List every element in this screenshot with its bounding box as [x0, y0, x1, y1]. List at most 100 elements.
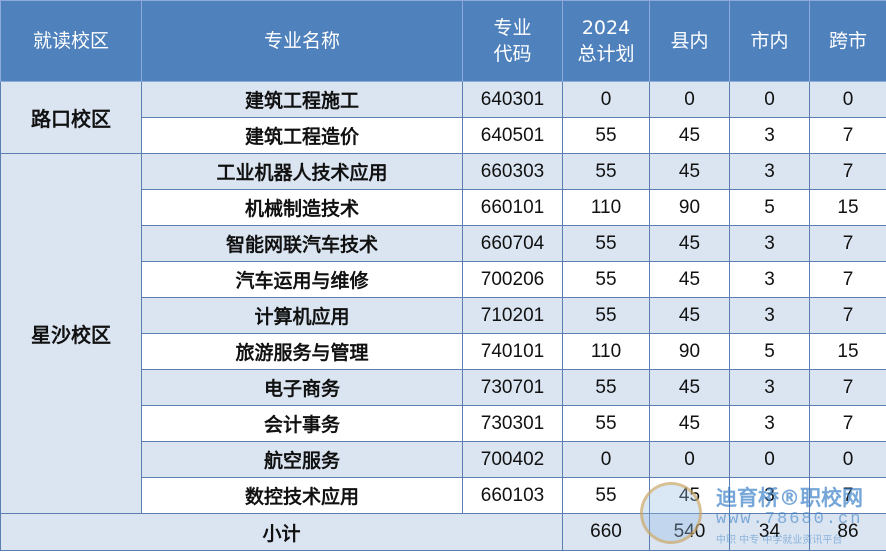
major-cell: 机械制造技术 — [141, 189, 463, 226]
code-cell: 660101 — [462, 189, 563, 226]
plan-cell: 55 — [562, 369, 650, 406]
city-cell: 0 — [729, 441, 810, 478]
plan-cell: 110 — [562, 189, 650, 226]
campus-xingsha: 星沙校区 — [0, 153, 142, 514]
header-code: 专业 代码 — [462, 0, 563, 82]
table-row: 星沙校区 工业机器人技术应用 660303 55 45 3 7 — [0, 153, 886, 514]
code-cell: 660704 — [462, 225, 563, 262]
total-label: 小计 — [0, 513, 563, 551]
table-row: 汽车运用与维修 700206 55 45 3 7 — [1, 261, 886, 298]
plan-cell: 55 — [562, 153, 650, 190]
county-cell: 45 — [649, 477, 730, 514]
cross-cell: 15 — [809, 189, 886, 226]
city-cell: 3 — [729, 477, 810, 514]
code-cell: 640501 — [462, 117, 563, 154]
county-cell: 45 — [649, 369, 730, 406]
code-cell: 640301 — [462, 81, 563, 118]
code-cell: 700206 — [462, 261, 563, 298]
plan-cell: 55 — [562, 405, 650, 442]
major-cell: 建筑工程造价 — [141, 117, 463, 154]
city-cell: 3 — [729, 369, 810, 406]
header-code-line1: 专业 — [493, 17, 532, 39]
table-row: 建筑工程造价 640501 55 45 3 7 — [1, 117, 886, 154]
plan-cell: 110 — [562, 333, 650, 370]
city-cell: 3 — [729, 297, 810, 334]
county-cell: 90 — [649, 189, 730, 226]
cross-cell: 7 — [809, 477, 886, 514]
city-cell: 3 — [729, 153, 810, 190]
county-cell: 0 — [649, 81, 730, 118]
code-cell: 660303 — [462, 153, 563, 190]
code-cell: 730301 — [462, 405, 563, 442]
table-row: 数控技术应用 660103 55 45 3 7 — [1, 477, 886, 514]
table-row: 计算机应用 710201 55 45 3 7 — [1, 297, 886, 334]
plan-cell: 55 — [562, 261, 650, 298]
campus-lukou: 路口校区 — [0, 81, 142, 154]
cross-cell: 7 — [809, 261, 886, 298]
header-code-line2: 代码 — [493, 43, 532, 65]
code-cell: 660103 — [462, 477, 563, 514]
cross-cell: 7 — [809, 225, 886, 262]
city-cell: 5 — [729, 333, 810, 370]
plan-cell: 55 — [562, 117, 650, 154]
county-cell: 90 — [649, 333, 730, 370]
total-row: 小计 660 540 34 86 — [0, 513, 886, 551]
header-county: 县内 — [649, 0, 730, 82]
city-cell: 3 — [729, 117, 810, 154]
city-cell: 5 — [729, 189, 810, 226]
major-cell: 航空服务 — [141, 441, 463, 478]
major-cell: 汽车运用与维修 — [141, 261, 463, 298]
county-cell: 45 — [649, 153, 730, 190]
plan-cell: 55 — [562, 225, 650, 262]
total-plan: 660 — [562, 513, 650, 551]
table-row: 电子商务 730701 55 45 3 7 — [1, 369, 886, 406]
cross-cell: 15 — [809, 333, 886, 370]
code-cell: 730701 — [462, 369, 563, 406]
city-cell: 3 — [729, 225, 810, 262]
major-cell: 建筑工程施工 — [141, 81, 463, 118]
code-cell: 710201 — [462, 297, 563, 334]
county-cell: 45 — [649, 225, 730, 262]
county-cell: 0 — [649, 441, 730, 478]
cross-cell: 0 — [809, 441, 886, 478]
table-row: 路口校区 建筑工程施工 640301 0 0 0 0 — [0, 81, 886, 154]
cross-cell: 0 — [809, 81, 886, 118]
major-cell: 旅游服务与管理 — [141, 333, 463, 370]
table-row: 会计事务 730301 55 45 3 7 — [1, 405, 886, 442]
header-row: 就读校区 专业名称 专业 代码 2024 总计划 县内 市内 跨市 — [0, 0, 886, 82]
total-county: 540 — [649, 513, 730, 551]
header-city: 市内 — [729, 0, 810, 82]
table-row: 机械制造技术 660101 110 90 5 15 — [1, 189, 886, 226]
header-plan-line2: 总计划 — [577, 43, 635, 65]
cross-cell: 7 — [809, 153, 886, 190]
cross-cell: 7 — [809, 369, 886, 406]
major-cell: 电子商务 — [141, 369, 463, 406]
plan-cell: 55 — [562, 477, 650, 514]
county-cell: 45 — [649, 261, 730, 298]
header-plan-line1: 2024 — [581, 17, 631, 39]
total-city: 34 — [729, 513, 810, 551]
cross-cell: 7 — [809, 297, 886, 334]
code-cell: 700402 — [462, 441, 563, 478]
plan-cell: 55 — [562, 297, 650, 334]
table-row: 航空服务 700402 0 0 0 0 — [1, 441, 886, 478]
county-cell: 45 — [649, 405, 730, 442]
major-cell: 计算机应用 — [141, 297, 463, 334]
county-cell: 45 — [649, 117, 730, 154]
major-cell: 会计事务 — [141, 405, 463, 442]
city-cell: 3 — [729, 261, 810, 298]
header-plan: 2024 总计划 — [562, 0, 650, 82]
cross-cell: 7 — [809, 405, 886, 442]
total-cross: 86 — [809, 513, 886, 551]
plan-cell: 0 — [562, 81, 650, 118]
code-cell: 740101 — [462, 333, 563, 370]
county-cell: 45 — [649, 297, 730, 334]
table-row: 智能网联汽车技术 660704 55 45 3 7 — [1, 225, 886, 262]
cross-cell: 7 — [809, 117, 886, 154]
header-major: 专业名称 — [141, 0, 463, 82]
major-cell: 智能网联汽车技术 — [141, 225, 463, 262]
city-cell: 0 — [729, 81, 810, 118]
major-cell: 数控技术应用 — [141, 477, 463, 514]
city-cell: 3 — [729, 405, 810, 442]
